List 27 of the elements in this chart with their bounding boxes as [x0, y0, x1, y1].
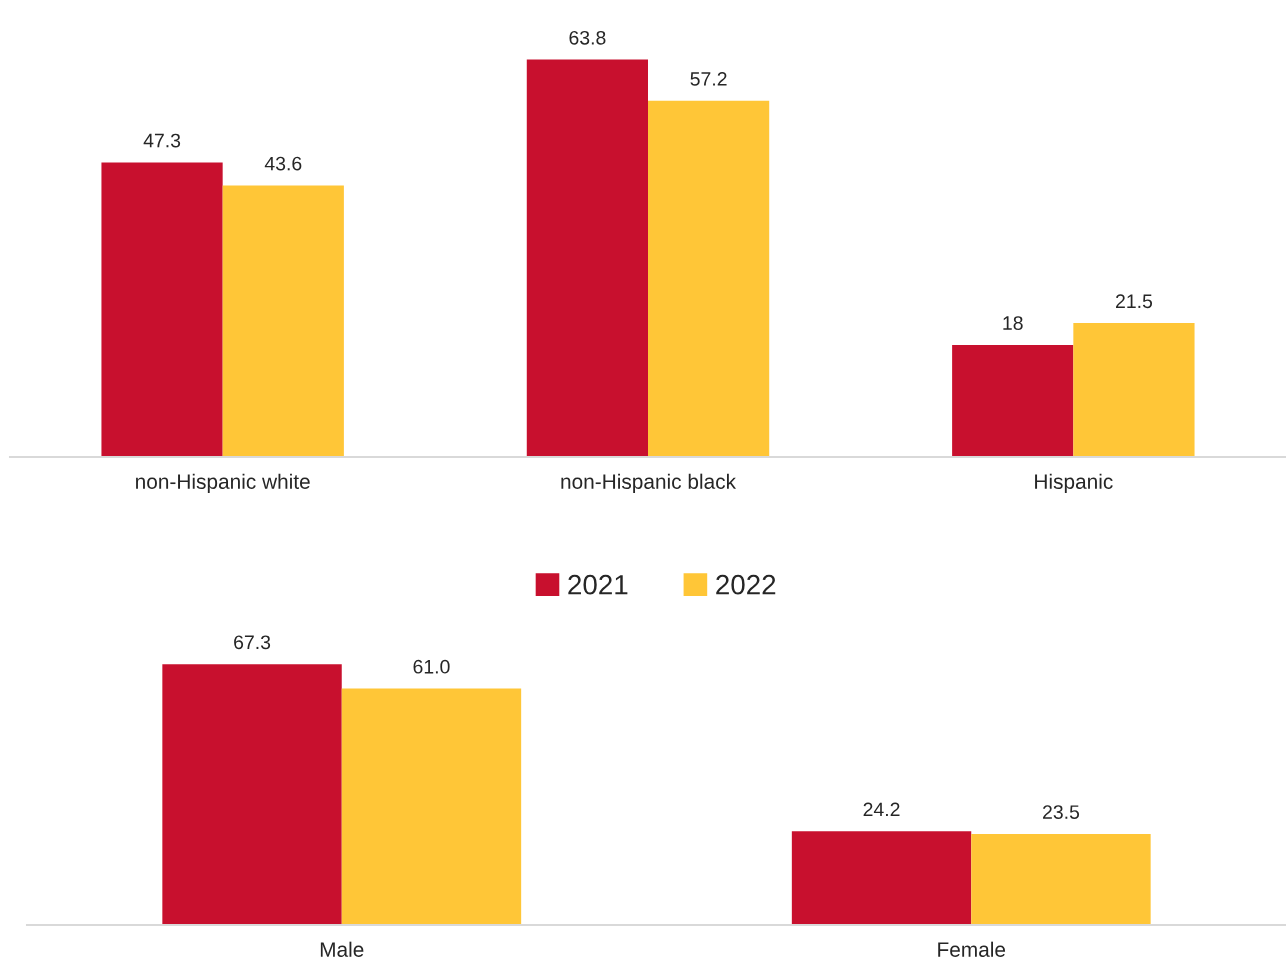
bar: [648, 100, 770, 457]
bar: [101, 162, 223, 457]
x-tick-label: non-Hispanic black: [561, 473, 737, 494]
data-label: 24.2: [863, 802, 900, 817]
legend-label: 2022: [716, 574, 776, 595]
data-label: 61.0: [413, 659, 450, 674]
x-tick-label: non-Hispanic white: [136, 473, 310, 494]
bar: [791, 831, 972, 925]
bar: [1073, 323, 1195, 457]
data-label: 43.6: [264, 156, 302, 171]
x-tick-label: Female: [938, 941, 1006, 957]
data-label: 21.5: [1116, 294, 1153, 309]
data-label: 57.2: [690, 71, 727, 86]
bar: [971, 833, 1151, 925]
data-label: 47.3: [143, 133, 181, 148]
x-tick-label: Male: [320, 941, 364, 957]
data-label: 23.5: [1043, 805, 1080, 819]
legend-label: 2021: [568, 574, 628, 595]
bar: [952, 344, 1074, 457]
bar: [341, 688, 522, 925]
data-label: 63.8: [569, 30, 606, 45]
data-label: 18: [1003, 316, 1023, 330]
x-tick-label: Hispanic: [1035, 473, 1113, 494]
data-label: 67.3: [234, 635, 271, 650]
bar: [526, 59, 648, 457]
bar: [222, 185, 344, 457]
bar: [162, 664, 342, 925]
